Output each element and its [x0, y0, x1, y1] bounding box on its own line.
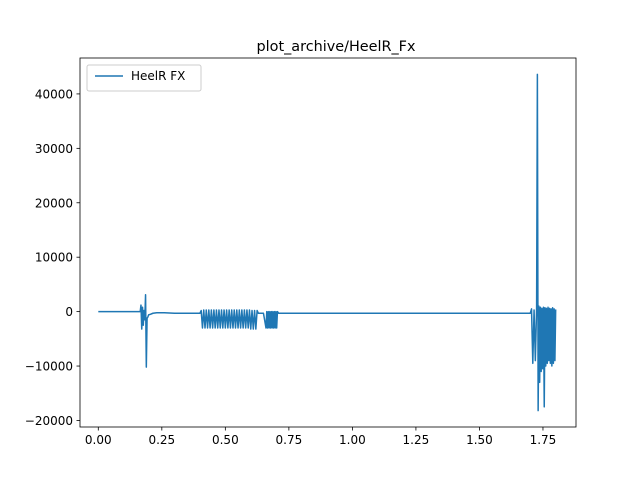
plot-area	[98, 73, 557, 412]
y-tick-label: 20000	[35, 196, 73, 210]
x-tick-label: 1.50	[466, 433, 493, 447]
series-line-heelr-fx	[98, 73, 557, 412]
x-tick-label: 0.25	[148, 433, 175, 447]
y-tick-label: 30000	[35, 142, 73, 156]
x-tick-label: 0.75	[276, 433, 303, 447]
y-tick-label: −10000	[25, 360, 73, 374]
x-tick-label: 1.00	[339, 433, 366, 447]
x-tick-label: 1.25	[403, 433, 430, 447]
legend-label-heelr-fx: HeelR FX	[131, 69, 185, 83]
y-tick-label: 40000	[35, 87, 73, 101]
y-axis: −20000 −10000 0 10000 20000 30000 40000	[25, 87, 80, 428]
x-axis: 0.00 0.25 0.50 0.75 1.00 1.25 1.50 1.75	[85, 427, 556, 447]
y-tick-label: −20000	[25, 414, 73, 428]
legend: HeelR FX	[86, 64, 202, 92]
y-tick-label: 10000	[35, 251, 73, 265]
x-tick-label: 1.75	[530, 433, 557, 447]
legend-frame	[86, 64, 202, 92]
x-tick-label: 0.00	[85, 433, 112, 447]
chart-title: plot_archive/HeelR_Fx	[257, 39, 416, 55]
x-tick-label: 0.50	[212, 433, 239, 447]
y-tick-label: 0	[65, 305, 73, 319]
axes-frame	[79, 57, 577, 428]
